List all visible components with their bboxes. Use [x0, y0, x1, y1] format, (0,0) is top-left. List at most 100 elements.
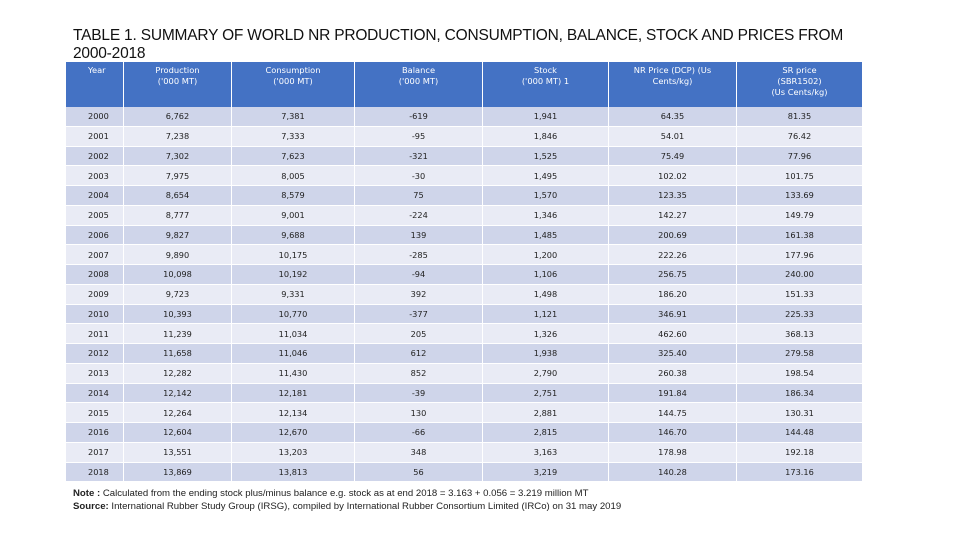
table-cell: 56 [355, 462, 483, 483]
table-cell: 8,579 [232, 186, 355, 206]
table-cell: 10,393 [124, 304, 232, 325]
table-cell: 3,163 [483, 442, 609, 463]
table-cell: 392 [355, 284, 483, 305]
table-cell: 1,326 [483, 324, 609, 344]
table-cell: 139 [355, 225, 483, 246]
table-cell: 240.00 [737, 265, 863, 285]
table-cell: 7,333 [232, 126, 355, 147]
table-cell: 7,381 [232, 107, 355, 127]
table-cell: 12,134 [232, 403, 355, 423]
table-cell: -224 [355, 205, 483, 226]
table-cell: 133.69 [737, 186, 863, 206]
table-cell: 186.20 [609, 284, 737, 305]
table-cell: 1,346 [483, 205, 609, 226]
table-cell: 173.16 [737, 462, 863, 483]
table-cell: 2014 [66, 383, 124, 404]
table-cell: -39 [355, 383, 483, 404]
table-cell: 101.75 [737, 166, 863, 186]
table-cell: 1,485 [483, 225, 609, 246]
note-line: Note : Calculated from the ending stock … [73, 487, 893, 500]
table-cell: 12,142 [124, 383, 232, 404]
table-cell: 325.40 [609, 344, 737, 364]
table-cell: 256.75 [609, 265, 737, 285]
table-cell: 7,302 [124, 146, 232, 167]
table-cell: 11,046 [232, 344, 355, 364]
summary-table: Year Production ('000 MT) Consumption ('000 … [66, 62, 863, 483]
table-row: 2010 10,393 10,770 -377 1,121 346.91 225.33 [66, 304, 863, 325]
table-cell: 76.42 [737, 126, 863, 147]
table-cell: 2015 [66, 403, 124, 423]
table-cell: 2004 [66, 186, 124, 206]
table-row: 2014 12,142 12,181 -39 2,751 191.84 186.34 [66, 383, 863, 404]
table-cell: 12,282 [124, 363, 232, 384]
table-cell: 13,813 [232, 462, 355, 483]
table-cell: 2012 [66, 344, 124, 364]
table-cell: 2018 [66, 462, 124, 483]
table-cell: 1,498 [483, 284, 609, 305]
table-cell: 1,846 [483, 126, 609, 147]
table-cell: 1,106 [483, 265, 609, 285]
table-cell: 1,200 [483, 245, 609, 265]
table-row: 2004 8,654 8,579 75 1,570 123.35 133.69 [66, 186, 863, 206]
table-cell: 12,264 [124, 403, 232, 423]
table-row: 2006 9,827 9,688 139 1,485 200.69 161.38 [66, 225, 863, 246]
table-cell: 54.01 [609, 126, 737, 147]
table-cell: 368.13 [737, 324, 863, 344]
table-notes: Note : Calculated from the ending stock … [73, 487, 893, 513]
note-text: Calculated from the ending stock plus/mi… [102, 488, 589, 499]
table-cell: 11,239 [124, 324, 232, 344]
table-cell: 2010 [66, 304, 124, 325]
table-cell: 7,975 [124, 166, 232, 186]
table-cell: 462.60 [609, 324, 737, 344]
table-cell: 9,723 [124, 284, 232, 305]
table-cell: -285 [355, 245, 483, 265]
table-cell: -30 [355, 166, 483, 186]
table-cell: 2008 [66, 265, 124, 285]
table-cell: 9,890 [124, 245, 232, 265]
table-cell: 81.35 [737, 107, 863, 127]
table-cell: -321 [355, 146, 483, 167]
table-cell: 2006 [66, 225, 124, 246]
table-cell: 13,203 [232, 442, 355, 463]
table-cell: 142.27 [609, 205, 737, 226]
table-cell: 852 [355, 363, 483, 384]
table-cell: 2007 [66, 245, 124, 265]
table-row: 2009 9,723 9,331 392 1,498 186.20 151.33 [66, 284, 863, 305]
source-text: International Rubber Study Group (IRSG),… [111, 501, 622, 512]
table-cell: 140.28 [609, 462, 737, 483]
table-cell: 3,219 [483, 462, 609, 483]
table-cell: 8,777 [124, 205, 232, 226]
table-cell: 2005 [66, 205, 124, 226]
table-cell: 2003 [66, 166, 124, 186]
table-cell: 177.96 [737, 245, 863, 265]
table-cell: 102.02 [609, 166, 737, 186]
table-cell: 144.75 [609, 403, 737, 423]
table-cell: 178.98 [609, 442, 737, 463]
table-cell: 130 [355, 403, 483, 423]
table-cell: 123.35 [609, 186, 737, 206]
column-header: NR Price (DCP) (Us Cents/kg) [609, 62, 737, 107]
table-cell: 2017 [66, 442, 124, 463]
table-cell: 10,175 [232, 245, 355, 265]
table-cell: 2001 [66, 126, 124, 147]
table-cell: 2,751 [483, 383, 609, 404]
table-row: 2008 10,098 10,192 -94 1,106 256.75 240.00 [66, 265, 863, 285]
table-cell: 9,688 [232, 225, 355, 246]
table-cell: 279.58 [737, 344, 863, 364]
table-row: 2017 13,551 13,203 348 3,163 178.98 192.18 [66, 442, 863, 463]
table-cell: 186.34 [737, 383, 863, 404]
table-cell: 8,654 [124, 186, 232, 206]
table-row: 2015 12,264 12,134 130 2,881 144.75 130.31 [66, 403, 863, 423]
table-row: 2018 13,869 13,813 56 3,219 140.28 173.16 [66, 462, 863, 483]
table-cell: 2,815 [483, 423, 609, 443]
column-header: Year [66, 62, 124, 107]
source-line: Source: International Rubber Study Group… [73, 500, 893, 513]
table-row: 2000 6,762 7,381 -619 1,941 64.35 81.35 [66, 107, 863, 127]
table-cell: 222.26 [609, 245, 737, 265]
table-cell: 13,551 [124, 442, 232, 463]
table-cell: 346.91 [609, 304, 737, 325]
note-label: Note : [73, 488, 101, 499]
table-cell: 1,570 [483, 186, 609, 206]
table-cell: 75 [355, 186, 483, 206]
table-cell: 2011 [66, 324, 124, 344]
